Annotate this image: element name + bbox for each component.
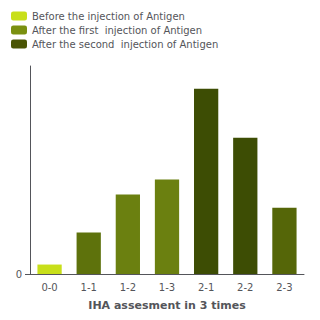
svg-text:1-1: 1-1 — [81, 282, 97, 293]
svg-text:2-2: 2-2 — [237, 282, 253, 293]
svg-text:2-1: 2-1 — [198, 282, 214, 293]
svg-text:1-3: 1-3 — [159, 282, 175, 293]
svg-text:After the second injection of: After the second injection of Antigen — [32, 39, 218, 50]
svg-text:1-2: 1-2 — [120, 282, 136, 293]
svg-text:0: 0 — [16, 269, 22, 280]
svg-text:Before the injection of Antige: Before the injection of Antigen — [32, 11, 185, 22]
svg-text:2-3: 2-3 — [276, 282, 292, 293]
svg-text:0-0: 0-0 — [41, 282, 57, 293]
svg-text:IHA assesment in 3 times: IHA assesment in 3 times — [88, 299, 246, 312]
svg-text:After the first injection of: After the first injection of Antigen — [32, 25, 202, 36]
